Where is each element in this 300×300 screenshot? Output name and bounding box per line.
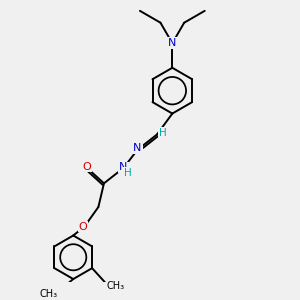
Text: N: N — [168, 38, 176, 48]
Text: O: O — [79, 222, 87, 232]
Text: CH₃: CH₃ — [107, 281, 125, 291]
Text: H: H — [124, 168, 132, 178]
Text: N: N — [119, 162, 128, 172]
Text: N: N — [168, 38, 176, 48]
Text: O: O — [83, 162, 92, 172]
Text: N: N — [133, 143, 142, 153]
Text: CH₃: CH₃ — [39, 290, 57, 299]
Text: O: O — [79, 222, 87, 232]
Text: H: H — [159, 128, 167, 137]
